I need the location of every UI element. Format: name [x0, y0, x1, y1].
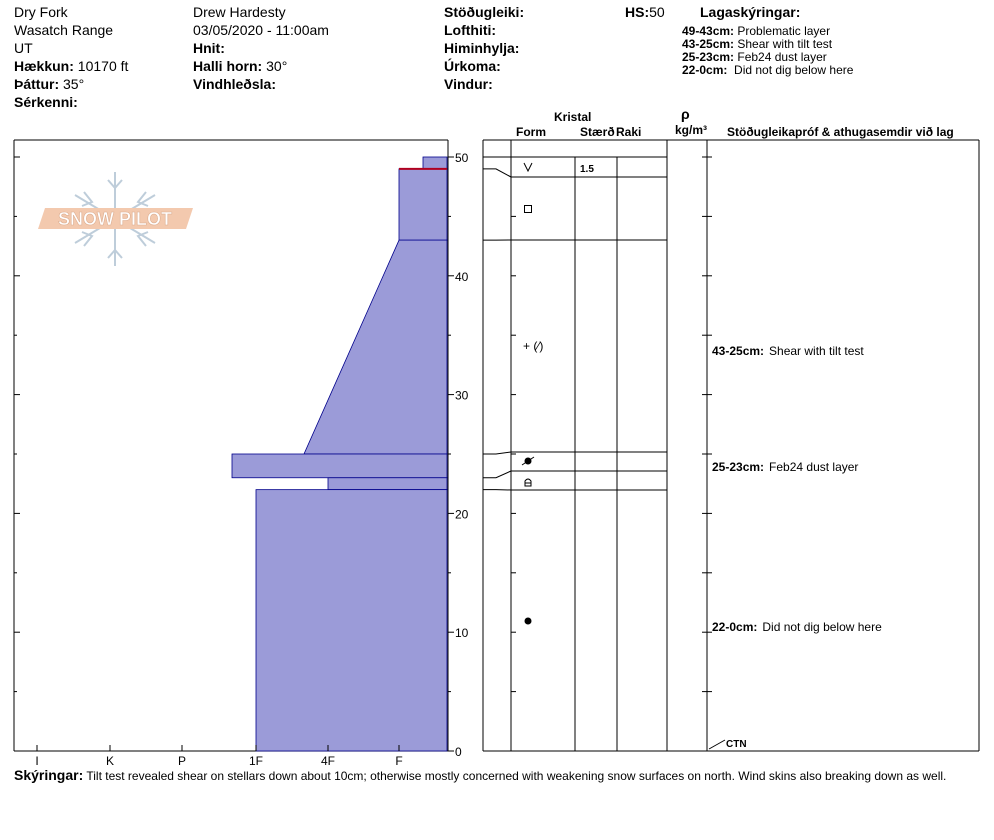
- crystal-header: Kristal: [554, 110, 592, 124]
- profile-layer-bar: [303, 239, 448, 455]
- hardness-tick-label: K: [106, 754, 114, 768]
- aspect: Þáttur: 35°: [14, 76, 84, 92]
- layer-connector: [483, 168, 512, 178]
- depth-tick-label: 20: [455, 507, 469, 521]
- depth-tick-label: 50: [455, 151, 469, 165]
- hs-value: 50: [649, 4, 665, 20]
- grain-size-value: 1.5: [580, 164, 594, 175]
- rounded-grains-icon: [524, 617, 532, 625]
- layer-table: [482, 139, 980, 752]
- wind-loading-label: Vindhleðsla:: [193, 76, 276, 92]
- mountain-range: Wasatch Range: [14, 22, 114, 38]
- hardness-tick-label: P: [178, 754, 186, 768]
- sky-label: Himinhylja:: [444, 40, 520, 56]
- coords-label: Hnit:: [193, 40, 225, 56]
- depth-axis: 0 10 20 30 40 50: [14, 151, 469, 759]
- hardness-profile: [231, 156, 448, 752]
- snow-height: HS:50: [625, 4, 665, 20]
- dust-layer-icon: [521, 456, 535, 466]
- layer-connector: [483, 451, 512, 455]
- stability-label: Stöðugleiki:: [444, 4, 525, 20]
- elevation-value: 10170 ft: [77, 58, 129, 74]
- elevation-label: Hækkun:: [14, 58, 74, 74]
- moisture-header: Raki: [616, 125, 642, 139]
- elevation: Hækkun: 10170 ft: [14, 58, 128, 74]
- hardness-tick-label: 1F: [249, 754, 263, 768]
- profile-layer-bar: [327, 477, 448, 491]
- comments-header: Stöðugleikapróf & athugasemdir við lag: [727, 125, 954, 139]
- air-temp-label: Lofthiti:: [444, 22, 497, 38]
- slope-value: 30°: [266, 58, 288, 74]
- hardness-tick-label: I: [35, 754, 38, 768]
- size-header: Stærð: [580, 125, 615, 139]
- precip-label: Úrkoma:: [444, 58, 501, 74]
- hardness-tick-label: F: [395, 754, 402, 768]
- legend-note: 43-25cm: Shear with tilt test: [682, 37, 833, 51]
- footer-text: Tilt test revealed shear on stellars dow…: [86, 769, 947, 783]
- hardness-tick-label: 4F: [321, 754, 335, 768]
- logo-text: SNOW PILOT: [58, 209, 172, 229]
- profile-layer-bar: [231, 453, 448, 479]
- slope-label: Halli horn:: [193, 58, 263, 74]
- grain-forms: 1.5 + (∕): [521, 162, 594, 625]
- profile-layer-bar: [398, 168, 448, 241]
- depth-tick-label: 30: [455, 389, 469, 403]
- ctn-marker: CTN: [708, 739, 747, 750]
- form-header: Form: [516, 125, 546, 139]
- density-unit-header: kg/m³: [675, 123, 708, 137]
- wind-label: Vindur:: [444, 76, 493, 92]
- mixed-forms-label: + (∕): [523, 339, 543, 353]
- footer-comments: Skýringar: Tilt test revealed shear on s…: [14, 767, 984, 783]
- hardness-axis: I K P 1F 4F F: [35, 745, 403, 768]
- profile-layer-bar: [255, 489, 448, 752]
- profile-layer-bar: [422, 156, 448, 170]
- aspect-value: 35°: [63, 76, 85, 92]
- layer-comment: 22-0cm: Did not dig below here: [712, 620, 882, 634]
- footer-label: Skýringar:: [14, 767, 84, 783]
- state: UT: [14, 40, 33, 56]
- layer-comments: 43-25cm: Shear with tilt test 25-23cm: Feb…: [712, 344, 882, 634]
- layer-comment: 25-23cm: Feb24 dust layer: [712, 460, 858, 474]
- depth-tick-label: 0: [455, 745, 462, 759]
- layer-connector: [483, 470, 512, 479]
- layer-legend-title: Lagaskýringar:: [700, 4, 801, 20]
- hs-label: HS:: [625, 4, 650, 20]
- ctn-label: CTN: [726, 739, 747, 750]
- depth-hoar-icon: [524, 478, 532, 487]
- comment-axis-ticks: [511, 156, 712, 752]
- depth-tick-label: 10: [455, 626, 469, 640]
- layer-rows: [483, 156, 667, 491]
- legend-note: 49-43cm: Problematic layer: [682, 24, 831, 38]
- legend-note: 25-23cm: Feb24 dust layer: [682, 50, 827, 64]
- faceted-crystals-icon: [523, 162, 533, 173]
- depth-tick-label: 40: [455, 270, 469, 284]
- location-name: Dry Fork: [14, 4, 68, 20]
- legend-note: 22-0cm: Did not dig below here: [682, 63, 854, 77]
- snowpilot-logo: SNOW PILOT: [38, 172, 193, 266]
- rho-header: ρ: [681, 106, 690, 122]
- observation-datetime: 03/05/2020 - 11:00am: [193, 22, 329, 38]
- observer-name: Drew Hardesty: [193, 4, 286, 20]
- faceted-square-icon: [524, 205, 532, 213]
- layer-comment: 43-25cm: Shear with tilt test: [712, 344, 864, 358]
- slope-angle: Halli horn: 30°: [193, 58, 287, 74]
- aspect-label: Þáttur:: [14, 76, 60, 92]
- features-label: Sérkenni:: [14, 94, 78, 110]
